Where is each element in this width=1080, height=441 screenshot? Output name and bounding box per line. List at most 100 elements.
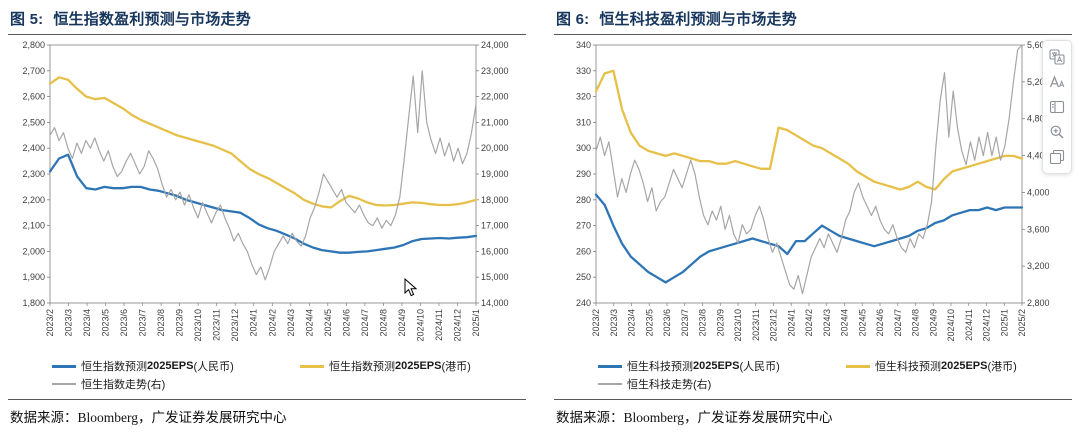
svg-text:320: 320 [576, 92, 591, 102]
svg-text:17,000: 17,000 [481, 221, 509, 231]
figure-5-header: 图 5: 恒生指数盈利预测与市场走势 [8, 6, 526, 35]
svg-text:2023/3: 2023/3 [609, 309, 619, 337]
legend-label: 2025EPS [693, 360, 740, 372]
svg-text:280: 280 [576, 195, 591, 205]
svg-text:4,800: 4,800 [1027, 114, 1050, 124]
svg-text:2025/2: 2025/2 [1017, 309, 1027, 337]
svg-text:2023/7: 2023/7 [138, 309, 148, 337]
svg-text:14,000: 14,000 [481, 298, 509, 308]
svg-text:290: 290 [576, 169, 591, 179]
svg-text:2024/2: 2024/2 [267, 309, 277, 337]
svg-text:19,000: 19,000 [481, 169, 509, 179]
svg-text:2023/3: 2023/3 [64, 309, 74, 337]
legend-line-swatch [846, 364, 870, 368]
report-figures: 图 5: 恒生指数盈利预测与市场走势 1,800 1,900 2,000 2,100 2,… [8, 6, 1072, 426]
zoom-in-button[interactable] [1048, 123, 1066, 141]
windows-button[interactable] [1048, 148, 1066, 166]
legend-item: 恒生指数预测 2025EPS (港币) [300, 358, 471, 374]
svg-text:2,600: 2,600 [22, 92, 45, 102]
svg-text:2,400: 2,400 [22, 143, 45, 153]
svg-text:2024/6: 2024/6 [341, 309, 351, 337]
svg-text:330: 330 [576, 66, 591, 76]
windows-icon [1049, 149, 1065, 165]
svg-text:2023/7: 2023/7 [680, 309, 690, 337]
svg-text:240: 240 [576, 298, 591, 308]
hstech-eps-chart: 240 250 260 270 280 290 300 310 320 330 340 2,800 3,… [576, 40, 1050, 342]
figure-5-source: 数据来源：Bloomberg，广发证券发展研究中心 [8, 399, 526, 426]
sidebar-button[interactable] [1048, 98, 1066, 116]
legend-label: 恒生科技走势(右) [627, 379, 712, 391]
svg-text:4,000: 4,000 [1027, 187, 1050, 197]
svg-text:2024/4: 2024/4 [304, 309, 314, 337]
legend-label: (港币) [987, 361, 1017, 373]
svg-text:2023/12: 2023/12 [769, 309, 779, 342]
translate-button[interactable] [1048, 48, 1066, 66]
legend-line-swatch [598, 364, 622, 368]
svg-text:2023/9: 2023/9 [715, 309, 725, 337]
svg-text:2024/9: 2024/9 [928, 309, 938, 337]
figure-5-label: 图 5: [10, 11, 44, 28]
svg-text:23,000: 23,000 [481, 66, 509, 76]
svg-text:1,900: 1,900 [22, 272, 45, 282]
svg-text:18,000: 18,000 [481, 195, 509, 205]
svg-text:2,300: 2,300 [22, 169, 45, 179]
svg-text:2024/4: 2024/4 [840, 309, 850, 337]
legend-label: 2025EPS [395, 360, 442, 372]
sidebar-icon [1049, 100, 1065, 114]
svg-text:2023/8: 2023/8 [698, 309, 708, 337]
svg-text:2025/1: 2025/1 [471, 309, 481, 337]
svg-text:3,200: 3,200 [1027, 261, 1050, 271]
svg-text:2023/8: 2023/8 [156, 309, 166, 337]
svg-text:2023/5: 2023/5 [644, 309, 654, 337]
svg-text:4,400: 4,400 [1027, 151, 1050, 161]
svg-text:250: 250 [576, 272, 591, 282]
svg-text:2024/6: 2024/6 [875, 309, 885, 337]
svg-text:340: 340 [576, 40, 591, 50]
zoom-in-icon [1050, 125, 1064, 139]
legend-label: (人民币) [193, 361, 234, 373]
svg-text:2023/4: 2023/4 [82, 309, 92, 337]
legend-row: 恒生指数走势(右) [52, 375, 526, 393]
legend-row: 恒生指数预测 2025EPS (人民币) 恒生指数预测 2025EPS (港币) [52, 357, 526, 375]
legend-line-swatch [598, 383, 622, 385]
svg-text:5,600: 5,600 [1027, 40, 1050, 50]
svg-text:310: 310 [576, 117, 591, 127]
svg-text:2024/2: 2024/2 [804, 309, 814, 337]
svg-text:2023/11: 2023/11 [751, 309, 761, 341]
legend-line-swatch [52, 364, 76, 368]
svg-text:2024/9: 2024/9 [397, 309, 407, 337]
svg-text:2024/7: 2024/7 [360, 309, 370, 337]
svg-text:2023/6: 2023/6 [662, 309, 672, 337]
legend-label: 2025EPS [147, 360, 194, 372]
svg-text:24,000: 24,000 [481, 40, 509, 50]
svg-text:2024/5: 2024/5 [323, 309, 333, 337]
svg-text:5,200: 5,200 [1027, 77, 1050, 87]
legend-item: 恒生科技走势(右) [598, 376, 846, 392]
svg-text:2024/7: 2024/7 [893, 309, 903, 337]
svg-text:2024/1: 2024/1 [249, 309, 259, 337]
text-size-icon [1049, 75, 1065, 88]
svg-text:2024/8: 2024/8 [911, 309, 921, 337]
svg-text:2023/4: 2023/4 [627, 309, 637, 337]
svg-text:16,000: 16,000 [481, 246, 509, 256]
svg-text:2024/10: 2024/10 [415, 309, 425, 342]
svg-text:270: 270 [576, 221, 591, 231]
svg-text:2,200: 2,200 [22, 195, 45, 205]
svg-text:2024/12: 2024/12 [982, 309, 992, 342]
text-size-button[interactable] [1048, 73, 1066, 91]
legend-item: 恒生指数预测 2025EPS (人民币) [52, 358, 300, 374]
svg-text:2024/11: 2024/11 [434, 309, 444, 341]
svg-text:2,800: 2,800 [1027, 298, 1050, 308]
figure-5-title: 恒生指数盈利预测与市场走势 [53, 11, 251, 28]
svg-text:2023/6: 2023/6 [119, 309, 129, 337]
legend-item: 恒生指数走势(右) [52, 376, 300, 392]
svg-text:2024/3: 2024/3 [286, 309, 296, 337]
legend-label: 恒生科技预测 [875, 361, 941, 373]
hstech-chart-legend: 恒生科技预测 2025EPS (人民币) 恒生科技预测 2025EPS (港币) 恒生科技走… [554, 357, 1072, 393]
svg-text:3,600: 3,600 [1027, 224, 1050, 234]
svg-text:2023/10: 2023/10 [733, 309, 743, 342]
svg-text:2024/11: 2024/11 [964, 309, 974, 341]
svg-text:2023/5: 2023/5 [101, 309, 111, 337]
svg-text:2023/2: 2023/2 [591, 309, 601, 337]
figure-6-source: 数据来源：Bloomberg，广发证券发展研究中心 [554, 399, 1072, 426]
